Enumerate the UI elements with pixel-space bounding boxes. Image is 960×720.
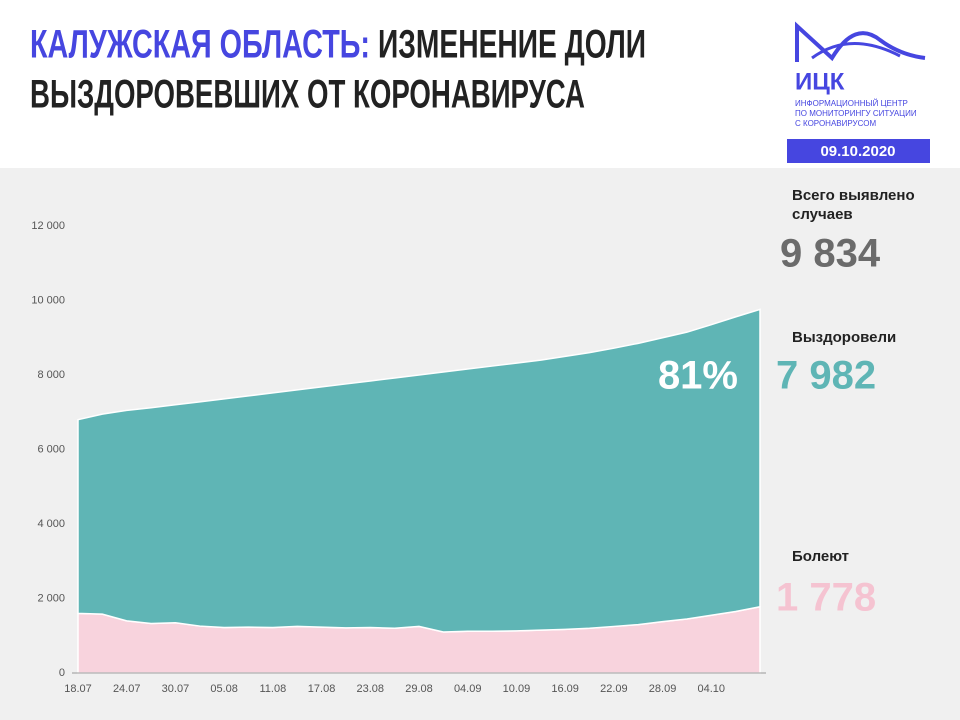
title: ВЫЗДОРОВЕВШИХ ОТ КОРОНАВИРУСА [30,73,585,117]
y-tick-label: 10 000 [31,294,65,306]
x-tick-label: 05.08 [210,683,238,695]
x-tick-label: 30.07 [162,683,190,695]
plot: 0 2 000 4 000 6 000 8 000 10 000 12 000 18.07 24… [31,220,766,695]
x-tick-label: 29.08 [405,683,433,695]
x-tick-label: 28.09 [649,683,677,695]
annotation: 81% [658,354,738,398]
logo-mark [811,42,901,60]
x-tick-label: 18.07 [64,683,92,695]
y-tick-label: 4 000 [37,518,65,530]
y-tick-label: 12 000 [31,220,65,232]
stat-label: Всего выявлено [792,187,915,204]
logo-mark [795,21,926,62]
stat-label: Выздоровели [792,329,896,346]
logo [795,21,926,62]
area [77,308,761,633]
date-badge [787,139,930,163]
x-tick-label: 24.07 [113,683,141,695]
logo-text: ИЦК [795,68,845,95]
x-tick-label: 04.09 [454,683,482,695]
stat-value: 1 778 [776,576,876,620]
x-tick-label: 22.09 [600,683,628,695]
logo-caption: ПО МОНИТОРИНГУ СИТУАЦИИ [795,109,917,118]
y-tick-label: 6 000 [37,443,65,455]
stat-value: 7 982 [776,354,876,398]
stat-label: Болеют [792,548,849,565]
y-tick-label: 2 000 [37,592,65,604]
y-tick-label: 0 [59,667,65,679]
x-tick-label: 16.09 [551,683,579,695]
y-tick-label: 8 000 [37,369,65,381]
logo-caption: ИНФОРМАЦИОННЫЙ ЦЕНТР [795,99,908,108]
title-region: КАЛУЖСКАЯ ОБЛАСТЬ: [30,23,370,67]
x-tick-label: 17.08 [308,683,336,695]
stat-value: 9 834 [780,232,881,276]
x-tick-label: 04.10 [698,683,726,695]
date: 09.10.2020 [820,143,895,160]
x-tick-label: 10.09 [503,683,531,695]
title: ИЗМЕНЕНИЕ ДОЛИ [378,23,646,67]
stat-label: случаев [792,206,853,223]
x-tick-label: 11.08 [259,683,286,695]
x-tick-label: 23.08 [357,683,385,695]
logo-caption: С КОРОНАВИРУСОМ [795,119,876,128]
